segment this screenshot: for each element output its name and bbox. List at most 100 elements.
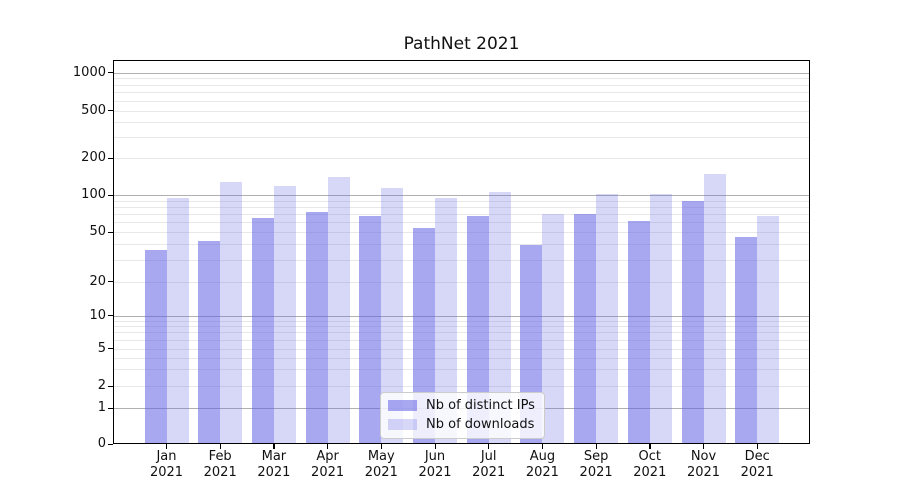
bar-distinct-ips: [681, 200, 704, 444]
x-tick-mark: [595, 444, 597, 449]
bar-downloads: [703, 173, 726, 444]
y-gridline-minor: [113, 92, 810, 94]
plot-area: [113, 60, 810, 444]
y-gridline-major: [113, 315, 810, 317]
bar-distinct-ips: [466, 215, 489, 444]
y-tick-label: 200: [81, 150, 106, 165]
legend-swatch-downloads-icon: [388, 419, 417, 430]
bar-distinct-ips: [574, 214, 597, 444]
x-tick-label: Oct 2021: [633, 449, 667, 480]
x-tick-label: Jan 2021: [149, 449, 184, 480]
x-tick-label: Dec 2021: [740, 449, 774, 480]
y-gridline-major: [113, 195, 810, 196]
bar-distinct-ips: [359, 215, 382, 444]
y-tick-mark: [108, 348, 113, 350]
y-tick-label: 100: [81, 187, 106, 202]
x-tick-label: Nov 2021: [686, 449, 721, 480]
y-gridline-minor: [113, 281, 810, 283]
y-gridline-major: [113, 72, 810, 74]
y-tick-mark: [108, 385, 113, 387]
y-tick-mark: [108, 315, 113, 317]
bar-distinct-ips: [251, 217, 274, 444]
y-gridline-minor: [113, 332, 810, 334]
x-tick-label: May 2021: [364, 449, 398, 480]
bar-downloads: [542, 214, 565, 444]
y-gridline-minor: [113, 320, 810, 322]
bar-distinct-ips: [198, 241, 221, 444]
y-gridline-minor: [113, 206, 810, 208]
bar-downloads: [273, 186, 296, 444]
bar-distinct-ips: [144, 249, 167, 444]
y-gridline-minor: [113, 244, 810, 246]
y-gridline-minor: [113, 339, 810, 341]
y-gridline-minor: [113, 348, 810, 350]
x-tick-label: Sep 2021: [579, 449, 613, 480]
y-tick-label: 50: [89, 224, 106, 239]
x-tick-mark: [434, 444, 436, 449]
y-tick-mark: [108, 231, 113, 233]
x-tick-mark: [327, 444, 329, 449]
bar-downloads: [488, 192, 511, 444]
y-gridline-minor: [113, 232, 810, 233]
y-gridline-minor: [113, 369, 810, 371]
x-tick-mark: [649, 444, 651, 449]
x-tick-label: Jul 2021: [472, 449, 506, 480]
y-gridline-minor: [113, 122, 810, 124]
y-gridline-minor: [113, 137, 810, 139]
y-gridline-minor: [113, 326, 810, 328]
bar-downloads: [166, 198, 189, 444]
x-tick-mark: [273, 444, 275, 449]
y-tick-label: 1000: [72, 64, 106, 80]
bar-downloads: [435, 197, 457, 444]
bar-distinct-ips: [305, 211, 328, 444]
y-gridline-minor: [113, 357, 810, 359]
legend-item-downloads: Nb of downloads: [388, 417, 536, 432]
legend: Nb of distinct IPs Nb of downloads: [380, 392, 545, 439]
y-tick-mark: [108, 157, 113, 159]
y-tick-label: 5: [97, 340, 106, 356]
y-gridline-minor: [113, 158, 810, 159]
y-gridline-minor: [113, 214, 810, 216]
bar-distinct-ips: [735, 236, 758, 444]
bar-downloads: [327, 177, 350, 444]
legend-item-distinct-ips: Nb of distinct IPs: [388, 398, 536, 413]
y-tick-mark: [108, 443, 113, 445]
bar-distinct-ips: [627, 221, 650, 444]
x-tick-mark: [488, 444, 490, 449]
x-tick-mark: [219, 444, 221, 449]
y-tick-label: 500: [81, 102, 106, 118]
y-gridline-minor: [113, 222, 810, 224]
x-tick-label: Mar 2021: [257, 449, 291, 480]
y-gridline-minor: [113, 84, 810, 86]
x-tick-label: Jun 2021: [418, 449, 452, 480]
y-tick-label: 20: [89, 273, 106, 289]
bar-downloads: [381, 188, 404, 444]
bar-downloads: [757, 215, 780, 444]
y-gridline-minor: [113, 110, 810, 112]
x-tick-mark: [703, 444, 705, 449]
x-tick-label: Apr 2021: [311, 449, 345, 480]
y-gridline-minor: [113, 100, 810, 102]
legend-label-distinct-ips: Nb of distinct IPs: [426, 398, 535, 413]
bar-distinct-ips: [413, 227, 435, 444]
x-tick-mark: [756, 444, 758, 449]
y-gridline-minor: [113, 259, 810, 261]
bar-downloads: [220, 181, 243, 444]
y-tick-label: 1: [97, 400, 106, 415]
bar-downloads: [649, 194, 672, 444]
y-gridline-minor: [113, 386, 810, 387]
y-tick-label: 2: [97, 378, 106, 393]
chart-title: PathNet 2021: [403, 34, 520, 54]
x-tick-mark: [541, 444, 544, 449]
y-gridline-minor: [113, 200, 810, 202]
y-tick-label: 10: [89, 307, 106, 323]
x-tick-mark: [380, 444, 383, 449]
legend-swatch-distinct-ips-icon: [388, 400, 417, 411]
y-tick-mark: [108, 194, 113, 196]
y-tick-mark: [108, 72, 113, 74]
legend-label-downloads: Nb of downloads: [426, 417, 535, 432]
x-tick-label: Feb 2021: [203, 449, 237, 480]
x-tick-mark: [166, 444, 168, 449]
bar-downloads: [596, 193, 619, 444]
